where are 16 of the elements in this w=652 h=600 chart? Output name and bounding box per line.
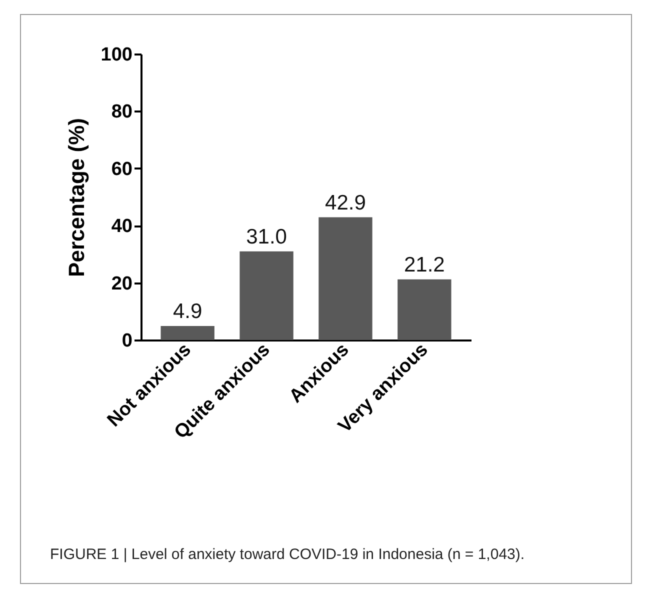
y-tick-label: 40	[111, 216, 132, 238]
y-tick-label: 20	[111, 273, 132, 294]
y-tick-label: 100	[100, 44, 132, 66]
bar	[160, 326, 214, 340]
bar	[240, 251, 294, 340]
data-label: 31.0	[246, 225, 287, 248]
bar	[318, 217, 372, 340]
y-tick-label: 0	[122, 330, 132, 352]
y-tick-label: 80	[111, 102, 132, 123]
caption: FIGURE 1 | Level of anxiety toward COVID-19 in Indonesia (n = 1,043).	[50, 546, 525, 563]
bar	[398, 279, 452, 340]
y-axis-title: Percentage (%)	[64, 118, 89, 277]
data-label: 4.9	[172, 300, 202, 323]
y-tick-label: 60	[111, 158, 132, 180]
data-label: 21.2	[404, 253, 445, 276]
data-label: 42.9	[325, 191, 366, 214]
